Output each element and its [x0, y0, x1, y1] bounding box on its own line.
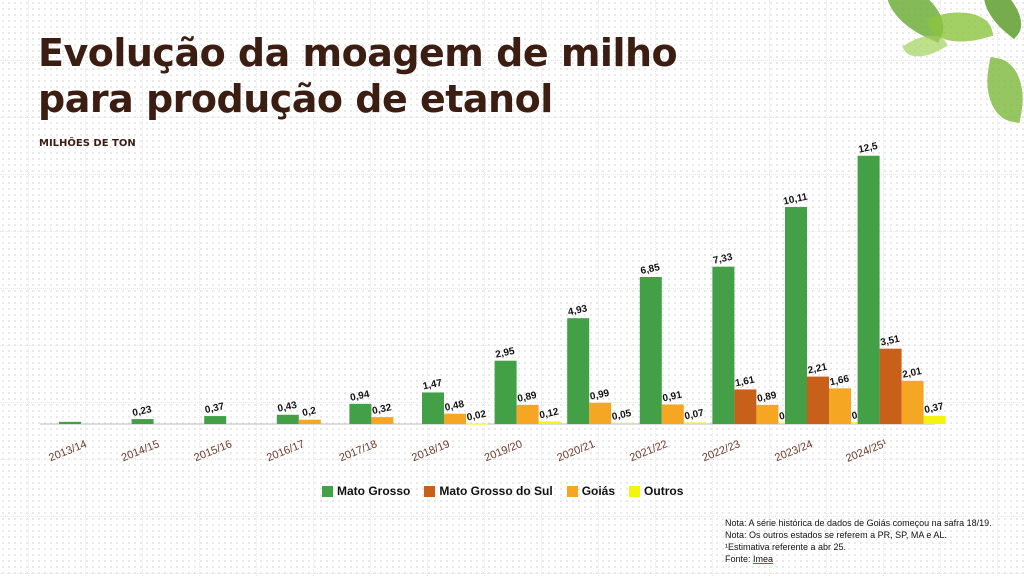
data-label: 3,51 [879, 334, 901, 349]
bar-mato-grosso-do-sul [807, 376, 829, 424]
source-line: Fonte: Imea [725, 553, 992, 565]
x-tick-label: 2018/19 [410, 438, 451, 464]
x-tick-label: 2016/17 [265, 438, 306, 464]
x-tick-label: 2021/22 [628, 438, 669, 464]
bar-mato-grosso [785, 207, 807, 424]
bar-mato-grosso [276, 414, 299, 424]
legend-item: Mato Grosso do Sul [424, 484, 553, 498]
data-label: 6,85 [640, 262, 662, 277]
x-tick-label: 2013/14 [47, 438, 88, 464]
data-label: 0,07 [684, 408, 706, 423]
bar-mato-grosso [857, 155, 880, 424]
data-label: 2,21 [807, 362, 829, 377]
data-label: 0,43 [277, 400, 299, 415]
x-tick-label: 2020/21 [555, 438, 596, 464]
legend: Mato Grosso Mato Grosso do Sul Goiás Outros [322, 484, 683, 498]
data-label: 0,32 [371, 402, 393, 417]
bar-outros [611, 422, 634, 424]
data-label: 0,48 [444, 399, 466, 414]
bar-goiás [298, 419, 321, 424]
bar-goiás [371, 417, 394, 424]
bar-outros [683, 422, 706, 424]
chart-title: Evolução da moagem de milho para produçã… [38, 31, 678, 121]
x-tick-label: 2014/15 [120, 438, 161, 464]
data-label: 0,12 [538, 406, 560, 421]
data-label: 0,89 [516, 390, 538, 405]
bar-goiás [829, 388, 851, 424]
bar-mato-grosso [204, 416, 227, 424]
data-label: 2,95 [494, 346, 516, 361]
bar-goiás [756, 404, 779, 424]
data-label: 7,33 [712, 252, 734, 267]
bar-mato-grosso [712, 266, 735, 424]
note-line: Nota: Os outros estados se referem a PR,… [725, 530, 947, 540]
bar-outros [538, 421, 561, 424]
bar-mato-grosso [422, 392, 444, 424]
data-label: 0,37 [923, 401, 945, 416]
bar-outros [466, 423, 488, 425]
x-tick-label: 2022/23 [701, 438, 742, 464]
notes: Nota: A série histórica de dados de Goiá… [725, 517, 992, 565]
legend-label: Mato Grosso do Sul [439, 484, 553, 498]
x-tick-label: 2023/24 [773, 438, 814, 464]
data-label: 1,61 [734, 375, 756, 390]
bar-goiás [901, 380, 924, 424]
bar-outros [923, 416, 946, 424]
data-label: 12,5 [857, 141, 879, 156]
bar-goiás [444, 413, 466, 424]
data-label: 0,05 [611, 408, 633, 423]
bar-mato-grosso [639, 276, 662, 424]
bar-mato-grosso [59, 421, 81, 424]
legend-item: Mato Grosso [322, 484, 410, 498]
note-line: Nota: A série histórica de dados de Goiá… [725, 518, 992, 528]
bar-mato-grosso [567, 318, 590, 424]
source-prefix: Fonte: [725, 554, 754, 564]
x-tick-label: 2019/20 [483, 438, 524, 464]
data-label: 0,02 [466, 409, 488, 424]
data-label: 10,11 [782, 192, 809, 208]
legend-label: Mato Grosso [337, 484, 411, 498]
legend-label: Goiás [581, 484, 616, 498]
bar-mato-grosso-do-sul [734, 389, 757, 424]
chart-subtitle: MILHÕES DE TON [39, 138, 136, 149]
legend-swatch [424, 485, 436, 497]
note-line: ¹Estimativa referente a abr 25. [725, 542, 847, 552]
legend-swatch [566, 485, 578, 497]
legend-item: Goiás [566, 484, 616, 498]
bar-mato-grosso-do-sul [879, 348, 902, 424]
data-label: 0,23 [131, 404, 153, 419]
data-label: 0,99 [589, 388, 611, 403]
legend-item: Outros [629, 484, 683, 498]
bar-goiás [516, 404, 539, 424]
legend-label: Outros [644, 484, 684, 498]
x-tick-label: 2024/25¹ [844, 437, 889, 465]
data-label: 1,47 [422, 378, 444, 393]
bar-mato-grosso [349, 403, 372, 424]
data-label: 0,91 [662, 390, 684, 405]
legend-swatch [629, 485, 641, 497]
data-label: 0,89 [756, 390, 778, 405]
x-tick-label: 2015/16 [192, 438, 233, 464]
bar-mato-grosso [131, 419, 154, 424]
x-tick-label: 2017/18 [338, 438, 379, 464]
data-label: 4,93 [567, 303, 589, 318]
data-label: 1,66 [829, 373, 851, 388]
bar-goiás [661, 404, 684, 424]
source-name: Imea [753, 554, 774, 564]
bar-goiás [589, 402, 612, 424]
legend-swatch [322, 485, 333, 497]
data-label: 0,37 [204, 401, 226, 416]
bar-mato-grosso [494, 360, 517, 424]
data-label: 2,01 [901, 366, 923, 381]
data-label: 0,2 [301, 405, 317, 419]
data-label: 0,94 [349, 389, 371, 404]
